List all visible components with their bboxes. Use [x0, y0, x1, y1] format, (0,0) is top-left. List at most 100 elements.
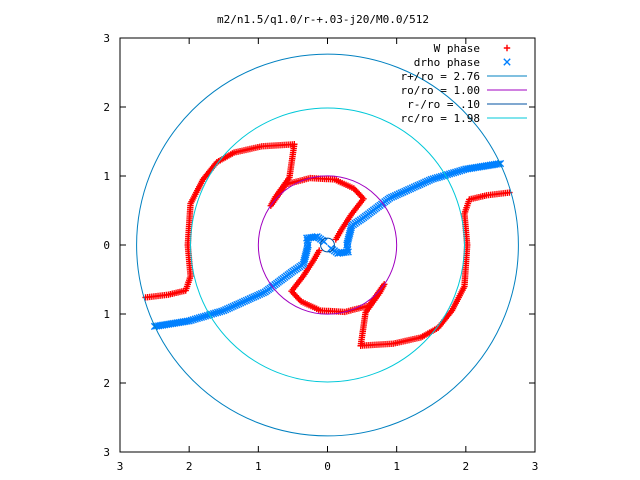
- drho-phase-point: [250, 293, 258, 301]
- drho-phase-point: [425, 176, 434, 184]
- x-tick-label: 3: [532, 460, 539, 473]
- circle-r-3: [257, 175, 398, 315]
- drho-phase-point: [255, 290, 264, 299]
- drho-phase-point: [437, 172, 446, 181]
- drho-phase-point: [229, 302, 237, 311]
- drho-phase-point: [221, 306, 230, 314]
- y-tick-label: 3: [103, 446, 110, 459]
- drho-phase-point: [403, 186, 411, 195]
- circle-r-5: [190, 107, 465, 383]
- chart-title: m2/n1.5/q1.0/r-+.03-j20/M0.0/512: [217, 13, 429, 26]
- legend-marker: [503, 44, 511, 52]
- drho-phase-point: [445, 170, 454, 178]
- y-tick-label: 3: [103, 32, 110, 45]
- drho-phase-point: [207, 310, 216, 318]
- drho-phase-point: [401, 187, 409, 195]
- drho-phase-point: [320, 237, 328, 246]
- drho-phase-point: [259, 289, 268, 297]
- drho-phase-point: [389, 192, 398, 201]
- drho-phase-point: [187, 316, 195, 324]
- drho-phase-point: [404, 185, 413, 194]
- y-tick-label: 1: [103, 308, 110, 321]
- y-tick-label: 2: [103, 101, 110, 114]
- drho-phase-point: [246, 295, 254, 303]
- drho-phase-point: [235, 300, 243, 308]
- drho-phase-point: [423, 177, 432, 185]
- x-tick-label: 1: [255, 460, 262, 473]
- x-tick-label: 2: [186, 460, 193, 473]
- legend-label: W phase: [434, 42, 480, 55]
- drho-phase-point: [209, 309, 218, 318]
- drho-phase-point: [199, 312, 208, 321]
- legend-label: r+/ro = 2.76: [401, 70, 480, 83]
- drho-phase-point: [240, 297, 249, 305]
- drho-phase-point: [449, 169, 458, 177]
- drho-phase-point: [393, 190, 401, 199]
- drho-phase-point: [197, 313, 206, 321]
- drho-phase-point: [429, 175, 437, 183]
- y-tick-label: 2: [103, 377, 110, 390]
- drho-phase-point: [427, 175, 435, 184]
- drho-phase-point: [451, 168, 460, 176]
- drho-phase-point: [185, 317, 193, 325]
- drho-phase-point: [416, 180, 424, 189]
- drho-phase-point: [458, 166, 466, 175]
- drho-phase-point: [257, 289, 266, 298]
- drho-phase-point: [215, 308, 224, 316]
- drho-phase-point: [252, 292, 260, 300]
- drho-phase-point: [387, 193, 396, 201]
- drho-phase-point: [220, 306, 228, 315]
- drho-phase-point: [244, 295, 252, 304]
- drho-phase-point: [254, 291, 262, 300]
- drho-phase-point: [443, 170, 452, 179]
- drho-phase-point: [233, 300, 241, 309]
- drho-phase-point: [435, 173, 444, 181]
- drho-phase-point: [395, 190, 403, 198]
- drho-phase-point: [218, 307, 226, 315]
- w-phase-point: [316, 247, 323, 254]
- w-phase-point: [332, 236, 339, 243]
- drho-phase-point: [227, 303, 235, 311]
- drho-phase-point: [418, 179, 426, 188]
- circle-r-2: [136, 53, 519, 437]
- drho-phase-point: [201, 312, 210, 320]
- y-tick-label: 0: [103, 239, 110, 252]
- drho-phase-point: [193, 314, 201, 323]
- drho-phase-point: [447, 169, 456, 178]
- legend-label: r-/ro = .10: [407, 98, 480, 111]
- drho-phase-point: [462, 165, 470, 173]
- legend-marker: [503, 58, 511, 66]
- drho-phase-point: [242, 296, 251, 305]
- x-tick-label: 1: [393, 460, 400, 473]
- drho-phase-point: [420, 179, 428, 187]
- drho-phase-point: [191, 315, 199, 323]
- drho-phase-point: [237, 299, 245, 307]
- drho-phase-point: [391, 191, 400, 200]
- drho-phase-point: [327, 244, 335, 253]
- drho-phase-point: [414, 181, 422, 190]
- drho-phase-point: [421, 178, 430, 186]
- drho-phase-point: [203, 311, 212, 320]
- drho-phase-point: [439, 172, 448, 180]
- y-tick-label: 1: [103, 170, 110, 183]
- x-tick-label: 3: [117, 460, 124, 473]
- x-tick-label: 2: [463, 460, 470, 473]
- drho-phase-point: [189, 315, 197, 324]
- drho-phase-point: [454, 167, 462, 176]
- x-tick-label: 0: [324, 460, 331, 473]
- drho-phase-point: [231, 301, 239, 310]
- legend-label: rc/ro = 1.98: [401, 112, 480, 125]
- circle-r-4: [320, 237, 335, 253]
- drho-phase-point: [406, 185, 415, 193]
- drho-phase-point: [211, 309, 220, 317]
- legend-label: drho phase: [414, 56, 480, 69]
- drho-phase-point: [456, 167, 464, 175]
- drho-phase-point: [397, 189, 405, 197]
- legend-label: ro/ro = 1.00: [401, 84, 480, 97]
- data-layer: [136, 53, 519, 437]
- drho-phase-point: [223, 305, 232, 313]
- drho-phase-point: [238, 298, 247, 306]
- drho-phase-point: [399, 188, 407, 196]
